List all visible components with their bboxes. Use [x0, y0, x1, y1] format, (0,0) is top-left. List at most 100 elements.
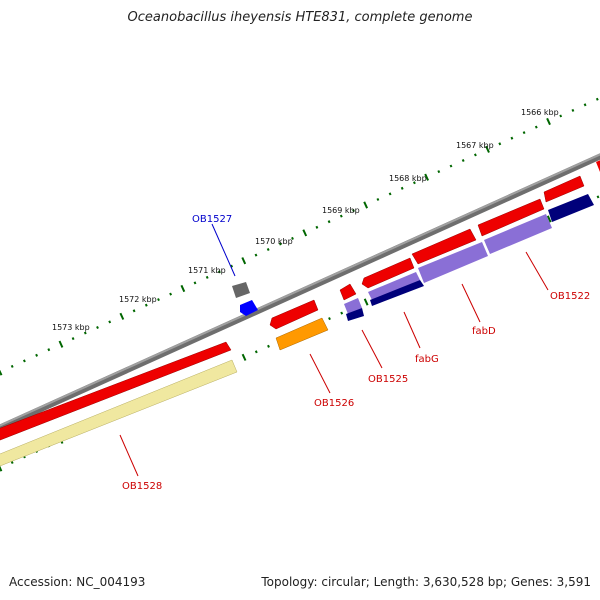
gene-fabg-reverse-navy[interactable] [370, 280, 424, 306]
outer-ring-tick [157, 298, 160, 302]
callout-line-ob1526 [309, 353, 331, 394]
outer-ring-tick [595, 97, 599, 101]
outer-ring-tick [571, 108, 575, 112]
kbp-labels: 1573 kbp 1572 kbp 1571 kbp 1570 kbp 1569… [52, 108, 559, 332]
outer-ring-tick [132, 309, 136, 313]
outer-tick-ring [0, 97, 599, 376]
outer-ring-tick [352, 209, 355, 213]
gene-ob1522-reverse-navy[interactable] [548, 194, 594, 222]
gene-labels[interactable]: OB1527 OB1528 OB1526 OB1525 fabG fabD OB… [122, 214, 590, 492]
callout-line-fabg [403, 311, 421, 349]
kbp-label-1573: 1573 kbp [52, 323, 90, 332]
outer-ring-tick [241, 257, 247, 265]
gene-fabd-reverse[interactable] [418, 242, 488, 283]
outer-ring-tick [144, 303, 148, 307]
outer-ring-tick [180, 284, 186, 293]
outer-ring-tick [522, 131, 526, 135]
outer-ring-tick [58, 340, 64, 348]
outer-ring-tick [83, 331, 87, 335]
inner-ring-tick [340, 311, 344, 315]
outer-ring-tick [437, 170, 441, 174]
accession-text: Accession: NC_004193 [9, 575, 146, 589]
outer-ring-tick [108, 320, 112, 324]
inner-ring-tick [241, 353, 247, 361]
outer-ring-tick [510, 136, 514, 140]
outer-ring-tick [169, 292, 173, 296]
gene-label-ob1522[interactable]: OB1522 [550, 291, 590, 302]
gene-label-ob1527[interactable]: OB1527 [192, 214, 232, 225]
outer-ring-tick [473, 153, 477, 157]
kbp-label-1570: 1570 kbp [255, 237, 293, 246]
map-title: Oceanobacillus iheyensis HTE831, complet… [127, 10, 473, 25]
kbp-label-1568: 1568 kbp [389, 174, 427, 183]
outer-ring-tick [449, 164, 453, 168]
gene-ob1522-forward[interactable] [477, 198, 545, 237]
gene-edge-forward[interactable] [596, 156, 600, 172]
outer-ring-tick [266, 247, 270, 252]
outer-ring-tick [254, 253, 258, 257]
inner-ring-tick [363, 298, 369, 306]
outer-ring-tick [315, 225, 319, 229]
outer-ring-tick [424, 173, 430, 181]
gene-ob1527-gray[interactable] [232, 282, 250, 298]
outer-ring-tick [96, 325, 99, 330]
kbp-label-1566: 1566 kbp [521, 108, 559, 117]
callout-line-ob1528 [119, 434, 139, 477]
outer-ring-tick [498, 142, 502, 146]
gene-ob1525-reverse-purple[interactable] [344, 298, 362, 314]
outer-ring-tick [559, 114, 563, 118]
outer-ring-tick [217, 270, 221, 274]
gene-ob1525-forward[interactable] [339, 283, 357, 301]
outer-ring-tick [376, 197, 380, 201]
callout-line-fabd [461, 283, 481, 323]
callout-line-ob1527 [211, 223, 236, 277]
gene-ob1528-forward[interactable] [0, 341, 232, 444]
outer-ring-tick [10, 364, 14, 368]
outer-ring-tick [278, 242, 282, 246]
outer-ring-tick [546, 117, 551, 126]
gene-ob1528-reverse[interactable] [0, 359, 238, 470]
kbp-label-1567: 1567 kbp [456, 141, 494, 150]
kbp-label-1572: 1572 kbp [119, 295, 157, 304]
outer-ring-tick [461, 158, 465, 163]
outer-ring-tick [0, 369, 3, 376]
inner-ring-tick [596, 195, 600, 199]
gene-ob1526-reverse[interactable] [275, 317, 329, 351]
gene-fabg-reverse-purple[interactable] [368, 272, 420, 300]
callout-line-ob1522 [525, 251, 549, 291]
outer-ring-tick [583, 103, 587, 107]
gene-ob1525-reverse-navy[interactable] [346, 308, 364, 321]
outer-ring-tick [400, 186, 404, 190]
kbp-label-1571: 1571 kbp [188, 266, 226, 275]
genome-backbone [0, 153, 600, 431]
inner-ring-tick [254, 350, 258, 354]
topology-text: Topology: circular; Length: 3,630,528 bp… [261, 575, 591, 589]
outer-ring-tick [339, 214, 343, 218]
gene-fabg-forward[interactable] [361, 257, 415, 289]
outer-ring-tick [302, 229, 308, 237]
gene-label-ob1526[interactable]: OB1526 [314, 398, 354, 409]
outer-ring-tick [363, 201, 369, 209]
outer-ring-tick [35, 353, 39, 357]
outer-ring-tick [119, 312, 125, 320]
gene-label-ob1525[interactable]: OB1525 [368, 374, 408, 385]
inner-ring-tick [10, 460, 14, 465]
inner-ring-tick [546, 215, 552, 223]
callout-line-ob1525 [361, 329, 383, 369]
outer-ring-tick [205, 275, 209, 279]
inner-ring-tick [267, 344, 270, 348]
gene-ob1522-reverse-purple[interactable] [484, 214, 552, 254]
reverse-strand-genes[interactable] [0, 194, 594, 470]
gene-next-forward[interactable] [543, 175, 585, 203]
gene-ob1526-forward[interactable] [269, 299, 319, 330]
outer-ring-tick [193, 281, 197, 285]
gene-label-ob1528[interactable]: OB1528 [122, 481, 162, 492]
gene-fabd-forward[interactable] [411, 228, 477, 265]
gene-ob1527-blue[interactable] [240, 300, 258, 316]
inner-ring-tick [0, 465, 3, 472]
forward-strand-genes[interactable] [0, 156, 600, 444]
gene-label-fabg[interactable]: fabG [415, 354, 439, 365]
gene-label-fabd[interactable]: fabD [472, 326, 496, 337]
outer-ring-tick [412, 181, 416, 185]
